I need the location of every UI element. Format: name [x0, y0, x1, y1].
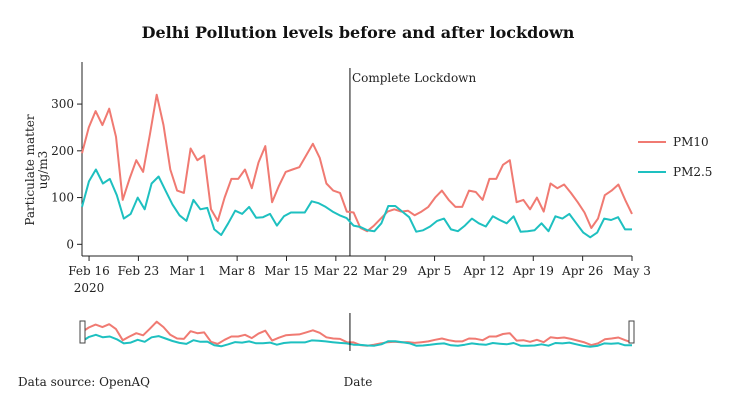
x-tick-label: Feb 16 — [68, 264, 110, 278]
x-tick: Mar 8 — [219, 256, 256, 278]
series-line-pm10 — [81, 93, 633, 233]
range-slider[interactable] — [79, 313, 635, 351]
legend[interactable]: PM10 PM2.5 — [638, 135, 712, 179]
x-tick-label: Apr 12 — [462, 264, 504, 278]
range-slider-right-handle[interactable] — [628, 320, 635, 344]
legend-label: PM10 — [673, 135, 709, 149]
series-line-pm25 — [81, 168, 632, 239]
y-ticks: 0 100 200 300 — [51, 97, 82, 251]
range-slider-line-pm10 — [81, 320, 633, 347]
x-tick-label: Apr 19 — [512, 264, 554, 278]
x-tick-label: Mar 29 — [363, 264, 407, 278]
x-tick: Mar 15 — [264, 256, 309, 278]
x-tick-label: Mar 8 — [219, 264, 256, 278]
data-source-note: Data source: OpenAQ — [18, 375, 150, 389]
legend-item-pm25[interactable]: PM2.5 — [638, 165, 712, 179]
y-tick-label: 200 — [51, 144, 74, 158]
y-tick: 200 — [51, 144, 82, 158]
y-axis-label-line1: Particulate matter — [23, 114, 37, 226]
x-axis-label: Date — [344, 375, 373, 389]
x-tick-label: Mar 22 — [314, 264, 358, 278]
lockdown-annotation: Complete Lockdown — [352, 71, 477, 85]
x-tick-label: Apr 5 — [417, 264, 452, 278]
x-tick-year: 2020 — [74, 281, 105, 295]
x-tick-label: Mar 15 — [264, 264, 308, 278]
range-slider-line-pm25 — [81, 333, 632, 348]
x-tick-label: Mar 1 — [169, 264, 206, 278]
y-tick-label: 0 — [66, 237, 74, 251]
range-slider-left-handle[interactable] — [79, 320, 86, 344]
x-tick-label: May 3 — [613, 264, 651, 278]
y-tick-label: 300 — [51, 97, 74, 111]
y-tick-label: 100 — [51, 191, 74, 205]
legend-label: PM2.5 — [673, 165, 712, 179]
x-tick: Apr 5 — [417, 256, 452, 278]
x-tick: Mar 29 — [363, 256, 407, 278]
legend-item-pm10[interactable]: PM10 — [638, 135, 709, 149]
x-tick: Apr 12 — [462, 256, 505, 278]
x-tick: May 3 — [613, 256, 651, 278]
y-tick: 100 — [51, 191, 82, 205]
x-ticks: Feb 16 2020 Feb 23 Mar 1 Mar 8 Mar 15 Mar 22 Ma… — [68, 256, 651, 295]
x-tick: Feb 23 — [118, 256, 160, 278]
x-tick: Mar 22 — [314, 256, 358, 278]
x-tick: Apr 19 — [512, 256, 554, 278]
series-group — [81, 93, 633, 239]
x-tick: Apr 26 — [561, 256, 603, 278]
x-tick-label: Apr 26 — [561, 264, 603, 278]
x-tick: Mar 1 — [169, 256, 206, 278]
range-slider-series — [81, 320, 633, 348]
x-tick: Feb 16 2020 — [68, 256, 110, 295]
chart-title: Delhi Pollution levels before and after … — [142, 23, 575, 42]
y-axis-label-line2: ug/m3 — [36, 151, 50, 189]
x-tick-label: Feb 23 — [118, 264, 160, 278]
y-tick: 300 — [51, 97, 82, 111]
y-tick: 0 — [66, 237, 82, 251]
